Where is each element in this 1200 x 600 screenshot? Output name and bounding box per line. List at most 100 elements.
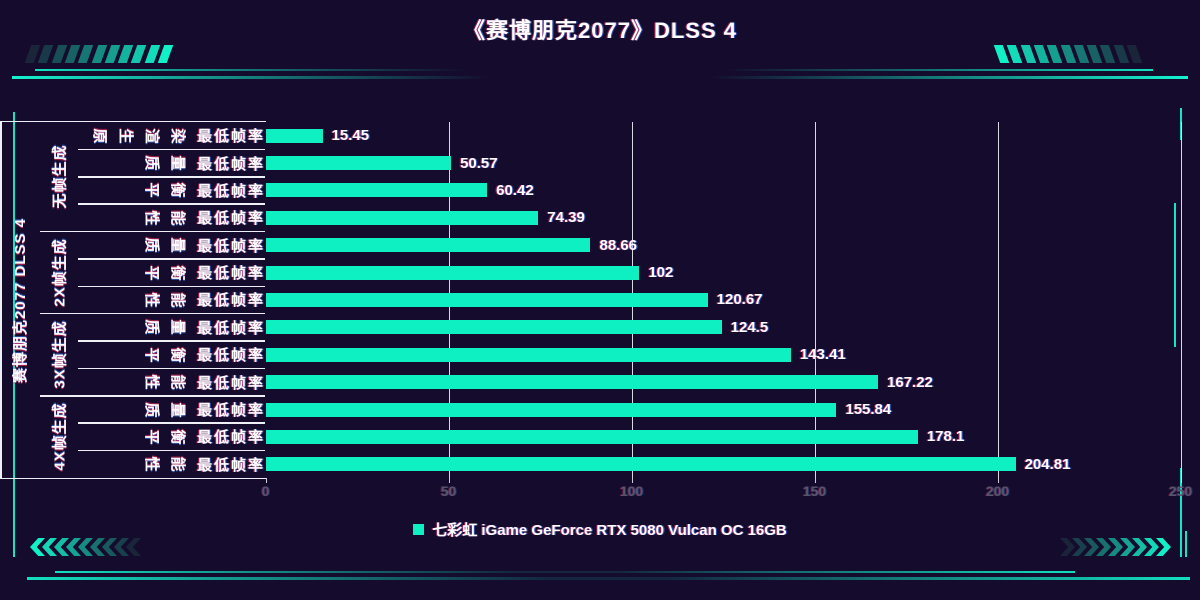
rotated-char: 量 xyxy=(168,155,186,171)
x-axis-tick-label: 50 xyxy=(440,483,457,499)
bar xyxy=(266,265,640,280)
left-accent-bar xyxy=(13,112,15,557)
bar-value-label: 120.67 xyxy=(716,291,763,309)
row-label: 性能最低帧率 xyxy=(0,204,268,231)
bar-value-label: 50.57 xyxy=(460,154,498,172)
row-metric-label: 最低帧率 xyxy=(196,155,265,173)
row-separator-line xyxy=(78,285,265,288)
rotated-char: 平 xyxy=(142,265,160,281)
bar-value-label: 15.45 xyxy=(331,127,370,145)
row-label: 质量最低帧率 xyxy=(0,396,268,423)
row-metric-label: 最低帧率 xyxy=(196,292,265,310)
rotated-char: 性 xyxy=(142,374,160,390)
rotated-char: 染 xyxy=(168,128,186,144)
row-metric-label: 最低帧率 xyxy=(196,237,265,255)
bar xyxy=(266,210,539,225)
bar-value-label: 60.42 xyxy=(496,181,534,199)
chart-title: 《赛博朋克2077》DLSS 4 xyxy=(463,18,737,43)
row-separator-line xyxy=(78,340,265,342)
row-label: 质量最低帧率 xyxy=(0,314,268,341)
row-separator-line xyxy=(78,422,265,424)
bar xyxy=(266,183,488,198)
row-metric-label: 最低帧率 xyxy=(196,456,265,474)
x-axis-tick-mark xyxy=(1180,478,1182,483)
accent-line xyxy=(27,576,1190,580)
accent-line xyxy=(708,75,1188,79)
row-metric-label: 最低帧率 xyxy=(196,128,265,146)
right-accent-bar xyxy=(1173,203,1176,347)
rotated-char: 量 xyxy=(168,237,186,253)
bar-value-label: 155.84 xyxy=(845,401,892,419)
x-axis-tick-label: 150 xyxy=(802,483,827,499)
bar-value-label: 124.5 xyxy=(730,318,769,336)
bar-value-label: 74.39 xyxy=(547,209,585,227)
bar xyxy=(266,293,708,307)
y-axis-title: 赛博朋克2077 DLSS 4 xyxy=(12,217,30,383)
row-label: 平衡最低帧率 xyxy=(0,177,268,204)
row-separator-line xyxy=(78,449,265,452)
row-separator-line xyxy=(78,258,265,260)
rotated-char: 能 xyxy=(168,456,186,472)
bar xyxy=(266,347,791,362)
row-mode-label: 原生渲染 xyxy=(90,128,186,144)
row-label: 质量最低帧率 xyxy=(0,232,268,259)
legend-swatch xyxy=(413,524,425,535)
row-mode-label: 平衡 xyxy=(142,265,186,281)
bar-value-label: 143.41 xyxy=(799,346,846,364)
bar xyxy=(266,429,918,444)
rotated-char: 性 xyxy=(142,292,160,308)
row-metric-label: 最低帧率 xyxy=(196,182,265,200)
row-separator-line xyxy=(78,148,265,151)
x-axis-tick-label: 100 xyxy=(619,483,644,499)
row-mode-label: 平衡 xyxy=(142,429,186,445)
x-axis-tick-label: 200 xyxy=(985,483,1010,499)
row-metric-label: 最低帧率 xyxy=(196,319,265,337)
row-mode-label: 性能 xyxy=(142,292,186,308)
x-axis-tick-mark xyxy=(631,478,633,483)
accent-line xyxy=(723,69,1153,71)
row-mode-label: 性能 xyxy=(142,374,186,390)
accent-line xyxy=(12,75,492,79)
rotated-char: 衡 xyxy=(168,182,186,198)
panel-top-border xyxy=(0,120,266,122)
rotated-char: 原 xyxy=(90,128,108,144)
right-accent-bar xyxy=(1180,468,1182,557)
row-mode-label: 性能 xyxy=(143,456,186,472)
row-mode-label: 质量 xyxy=(142,319,186,335)
x-axis-tick-mark xyxy=(997,478,999,483)
bar xyxy=(266,375,879,390)
bottom-right-accent-bar xyxy=(1184,531,1187,557)
x-axis-tick-mark xyxy=(265,478,267,483)
accent-line xyxy=(35,69,465,71)
rotated-char: 平 xyxy=(142,347,160,363)
rotated-char: 衡 xyxy=(168,347,186,363)
row-label: 性能最低帧率 xyxy=(0,368,268,395)
row-metric-label: 最低帧率 xyxy=(196,402,265,420)
bar-value-label: 167.22 xyxy=(887,373,933,391)
bar-value-label: 178.1 xyxy=(926,428,965,446)
row-separator-line xyxy=(78,367,265,370)
row-metric-label: 最低帧率 xyxy=(196,429,265,447)
group-separator-line xyxy=(40,312,265,315)
grid-line xyxy=(1180,122,1182,478)
x-axis-tick-label: 250 xyxy=(1168,483,1193,499)
row-separator-line xyxy=(78,203,265,205)
row-metric-label: 最低帧率 xyxy=(196,210,265,228)
row-metric-label: 最低帧率 xyxy=(196,265,265,283)
rotated-char: 质 xyxy=(142,319,160,335)
rotated-char: 量 xyxy=(168,319,186,335)
rotated-char: 平 xyxy=(142,429,160,445)
bar-value-label: 102 xyxy=(648,264,674,282)
grid-line xyxy=(814,122,816,478)
rotated-char: 质 xyxy=(142,237,160,253)
grid-line xyxy=(997,122,999,478)
bar xyxy=(266,457,1016,472)
accent-line xyxy=(55,571,1075,573)
row-mode-label: 平衡 xyxy=(142,347,186,363)
group-separator-line xyxy=(40,395,265,397)
row-label: 性能最低帧率 xyxy=(0,286,268,313)
rotated-char: 能 xyxy=(168,210,186,226)
